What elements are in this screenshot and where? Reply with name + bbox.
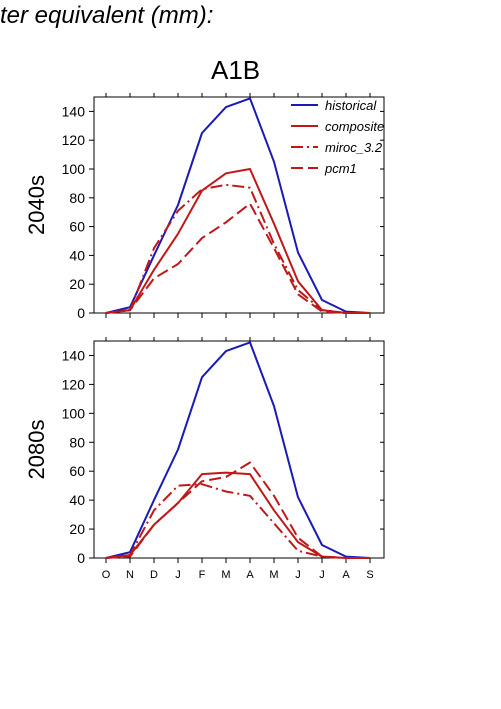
x-tick-label: O (102, 569, 111, 581)
series-line-historical (105, 97, 371, 314)
series-line-pcm1 (105, 461, 370, 559)
scenario-title: A1B (211, 55, 261, 85)
legend-label: miroc_3.2 (325, 140, 383, 155)
y-tick-label: 40 (69, 492, 85, 508)
x-tick-label: A (246, 569, 254, 581)
y-tick-label: 80 (69, 190, 85, 206)
row-label: 2040s (24, 175, 49, 235)
series-line-pcm1 (105, 202, 370, 314)
y-tick-label: 60 (69, 219, 85, 235)
series-line-miroc-3-2 (105, 483, 370, 559)
y-tick-label: 20 (69, 276, 85, 292)
x-tick-label: S (366, 569, 373, 581)
series-line-composite (105, 471, 370, 559)
y-tick-label: 80 (69, 434, 85, 450)
y-tick-label: 0 (77, 305, 85, 321)
x-tick-label: J (319, 569, 325, 581)
y-tick-label: 140 (62, 103, 86, 119)
y-tick-label: 120 (62, 376, 86, 392)
y-tick-label: 40 (69, 247, 85, 263)
row-label: 2080s (24, 420, 49, 480)
x-tick-label: D (150, 569, 158, 581)
plot-frame (93, 340, 385, 559)
page-title: ter equivalent (mm): (0, 2, 214, 29)
y-tick-label: 100 (62, 161, 86, 177)
y-tick-label: 140 (62, 347, 86, 363)
x-tick-label: F (199, 569, 206, 581)
y-tick-label: 120 (62, 132, 86, 148)
legend-label: historical (325, 98, 377, 113)
x-tick-label: N (126, 569, 134, 581)
plot-frame (93, 96, 385, 314)
y-tick-label: 0 (77, 550, 85, 566)
x-tick-label: A (342, 569, 350, 581)
series-line-historical (105, 341, 371, 559)
legend-label: pcm1 (324, 161, 357, 176)
series-line-composite (105, 168, 370, 314)
x-tick-label: J (295, 569, 301, 581)
x-tick-label: J (175, 569, 181, 581)
series-line-miroc-3-2 (105, 183, 370, 314)
y-tick-label: 100 (62, 405, 86, 421)
x-tick-label: M (269, 569, 278, 581)
y-tick-label: 20 (69, 521, 85, 537)
y-tick-label: 60 (69, 463, 85, 479)
x-tick-label: M (221, 569, 230, 581)
legend-label: composite (325, 119, 384, 134)
